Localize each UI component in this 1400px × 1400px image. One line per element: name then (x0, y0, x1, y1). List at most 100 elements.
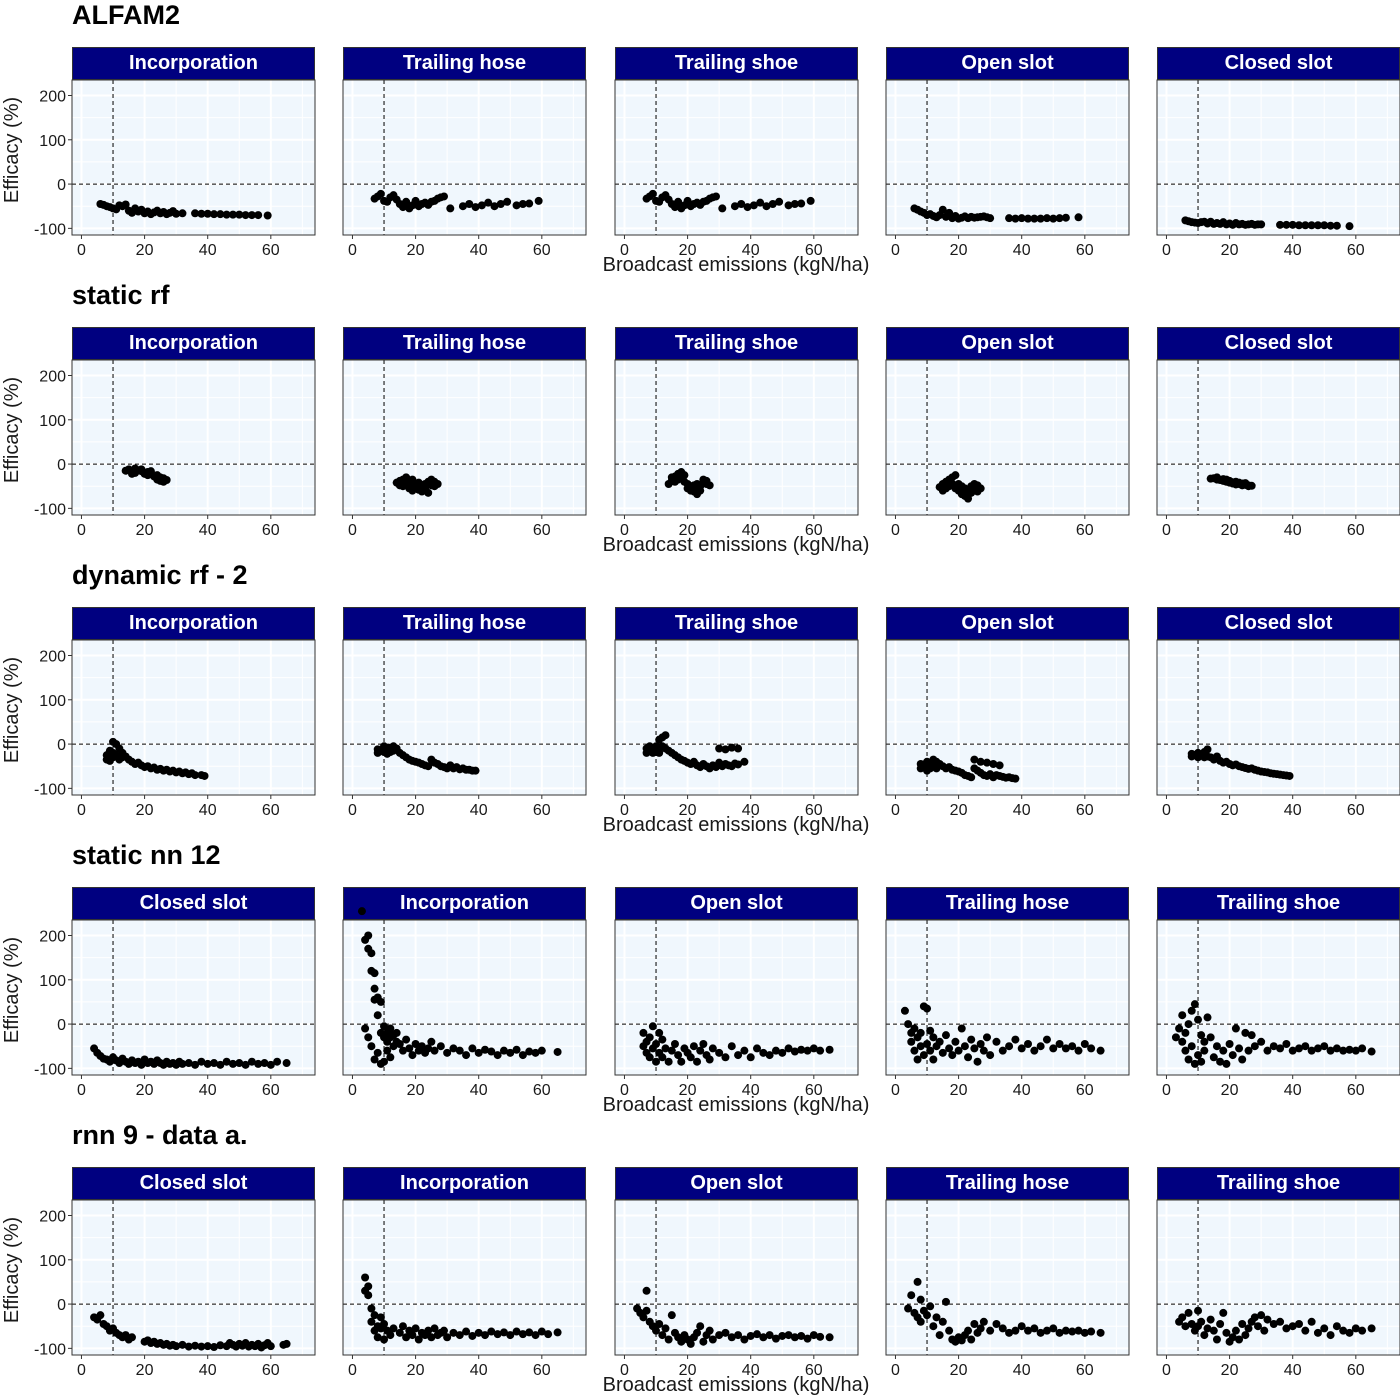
facet-strip-label: Open slot (615, 1167, 858, 1200)
data-point (458, 202, 467, 211)
facet-panel: Closed slot 0 20 40 60 200 100 0 -100 (34, 1167, 316, 1379)
facet-strip-label: Trailing hose (886, 887, 1129, 920)
x-tick-label: 40 (470, 802, 488, 819)
data-point (929, 1322, 938, 1331)
data-point (1282, 1040, 1291, 1048)
data-point (734, 1331, 743, 1340)
data-point (797, 1045, 806, 1054)
data-point (1080, 1040, 1089, 1048)
x-tick-label: 60 (1347, 242, 1365, 259)
data-point (645, 1033, 654, 1042)
data-point (512, 1327, 521, 1336)
data-point (809, 1331, 818, 1340)
data-point (263, 211, 272, 220)
x-tick-label: 40 (1284, 802, 1302, 819)
data-point (1313, 1328, 1322, 1337)
facet-panel: Closed slot 0 20 40 60 (1156, 47, 1400, 259)
plot-border (71, 1199, 316, 1356)
plot-area: 0 20 40 60 (885, 639, 1130, 819)
data-point (935, 1037, 944, 1046)
data-point (1184, 1308, 1193, 1317)
data-point (658, 1053, 667, 1062)
data-point (913, 1277, 922, 1286)
data-point (1080, 1328, 1089, 1337)
plot-area: 0 20 40 60 (885, 1199, 1130, 1379)
data-point (1295, 221, 1304, 230)
data-point (715, 744, 724, 753)
data-point (373, 1048, 382, 1057)
plot-background (1157, 80, 1400, 235)
plot-border (1156, 919, 1400, 1076)
data-point (427, 1333, 436, 1342)
plot-area: 0 20 40 60 200 100 0 -100 (34, 79, 316, 259)
data-point (380, 1320, 389, 1328)
x-tick-label: 40 (742, 242, 760, 259)
data-point (1068, 1327, 1077, 1336)
data-point (667, 1046, 676, 1055)
data-point (926, 1026, 935, 1035)
data-point (935, 1331, 944, 1340)
x-tick-label: 0 (1162, 1082, 1171, 1099)
x-tick-label: 40 (1284, 242, 1302, 259)
data-point (803, 1046, 812, 1055)
x-tick-label: 20 (679, 1362, 697, 1379)
data-point (986, 1326, 995, 1335)
data-point (235, 1059, 244, 1068)
facet-strip-label: Incorporation (343, 887, 586, 920)
facet-panel: Closed slot 0 20 40 60 200 100 0 -100 (34, 887, 316, 1099)
data-point (658, 1331, 667, 1340)
data-point (1197, 1057, 1206, 1066)
x-tick-label: 0 (620, 242, 629, 259)
data-point (254, 1059, 263, 1068)
data-point (499, 1046, 508, 1055)
data-point (417, 1042, 426, 1051)
data-point (1049, 1324, 1058, 1333)
data-point (1087, 1327, 1096, 1336)
data-point (1030, 1046, 1039, 1055)
data-point (910, 1046, 919, 1055)
data-point (376, 997, 385, 1006)
data-point (652, 1040, 661, 1048)
x-tick-label: 20 (136, 522, 154, 539)
data-point (471, 203, 480, 212)
data-point (1276, 1317, 1285, 1326)
x-tick-label: 0 (891, 242, 900, 259)
data-point (210, 210, 219, 219)
data-point (386, 1053, 395, 1062)
x-tick-label: 60 (805, 1362, 823, 1379)
y-tick-label: 0 (57, 1017, 66, 1034)
x-tick-label: 40 (1013, 522, 1031, 539)
facet-panel: Trailing hose 0 20 40 60 (342, 607, 587, 819)
data-point (376, 189, 385, 198)
x-tick-label: 0 (1162, 242, 1171, 259)
plot-area: 0 20 40 60 (342, 907, 587, 1099)
facet-strip-label: Closed slot (1157, 327, 1400, 360)
data-point (1005, 214, 1014, 223)
facet-panel: Incorporation 0 20 40 60 200 100 0 -100 (34, 607, 316, 819)
x-tick-label: 0 (620, 802, 629, 819)
data-point (967, 1335, 976, 1344)
data-point (367, 1304, 376, 1313)
data-point (477, 201, 486, 210)
data-point (771, 1046, 780, 1055)
data-point (471, 766, 480, 775)
y-tick-label: -100 (34, 221, 66, 238)
plot-border (342, 1199, 587, 1356)
data-point (708, 1044, 717, 1053)
data-point (357, 907, 366, 916)
data-point (1253, 1322, 1262, 1331)
data-point (1332, 1322, 1341, 1331)
data-point (699, 1337, 708, 1346)
y-tick-label: -100 (34, 781, 66, 798)
data-point (661, 1324, 670, 1333)
x-tick-label: 0 (620, 1362, 629, 1379)
x-tick-label: 60 (533, 1082, 551, 1099)
data-point (373, 1011, 382, 1020)
data-point (474, 1328, 483, 1337)
data-point (1200, 1037, 1209, 1046)
data-point (127, 469, 136, 478)
data-point (455, 1331, 464, 1340)
data-point (718, 204, 727, 213)
data-point (916, 1042, 925, 1051)
